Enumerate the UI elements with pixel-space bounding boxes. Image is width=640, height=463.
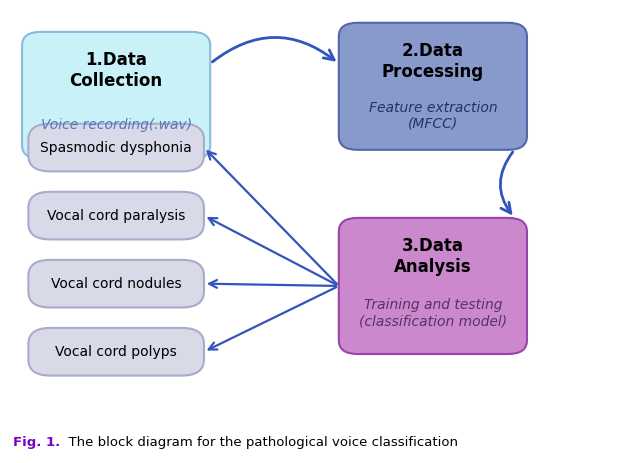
- Text: 1.Data
Collection: 1.Data Collection: [70, 51, 163, 90]
- Text: Feature extraction
(MFCC): Feature extraction (MFCC): [369, 100, 497, 131]
- Text: Vocal cord paralysis: Vocal cord paralysis: [47, 209, 186, 223]
- FancyBboxPatch shape: [22, 32, 210, 159]
- Text: Training and testing
(classification model): Training and testing (classification mod…: [359, 298, 507, 328]
- Text: 3.Data
Analysis: 3.Data Analysis: [394, 237, 472, 276]
- FancyBboxPatch shape: [28, 192, 204, 239]
- Text: The block diagram for the pathological voice classification: The block diagram for the pathological v…: [60, 436, 458, 449]
- Text: Spasmodic dysphonia: Spasmodic dysphonia: [40, 141, 192, 155]
- FancyBboxPatch shape: [339, 23, 527, 150]
- FancyBboxPatch shape: [339, 218, 527, 354]
- Text: Vocal cord nodules: Vocal cord nodules: [51, 277, 182, 291]
- FancyBboxPatch shape: [28, 328, 204, 375]
- Text: Voice recording(.wav): Voice recording(.wav): [40, 118, 192, 132]
- FancyBboxPatch shape: [28, 260, 204, 307]
- Text: Vocal cord polyps: Vocal cord polyps: [55, 345, 177, 359]
- Text: 2.Data
Processing: 2.Data Processing: [382, 42, 484, 81]
- FancyBboxPatch shape: [28, 124, 204, 171]
- Text: Fig. 1.: Fig. 1.: [13, 436, 60, 449]
